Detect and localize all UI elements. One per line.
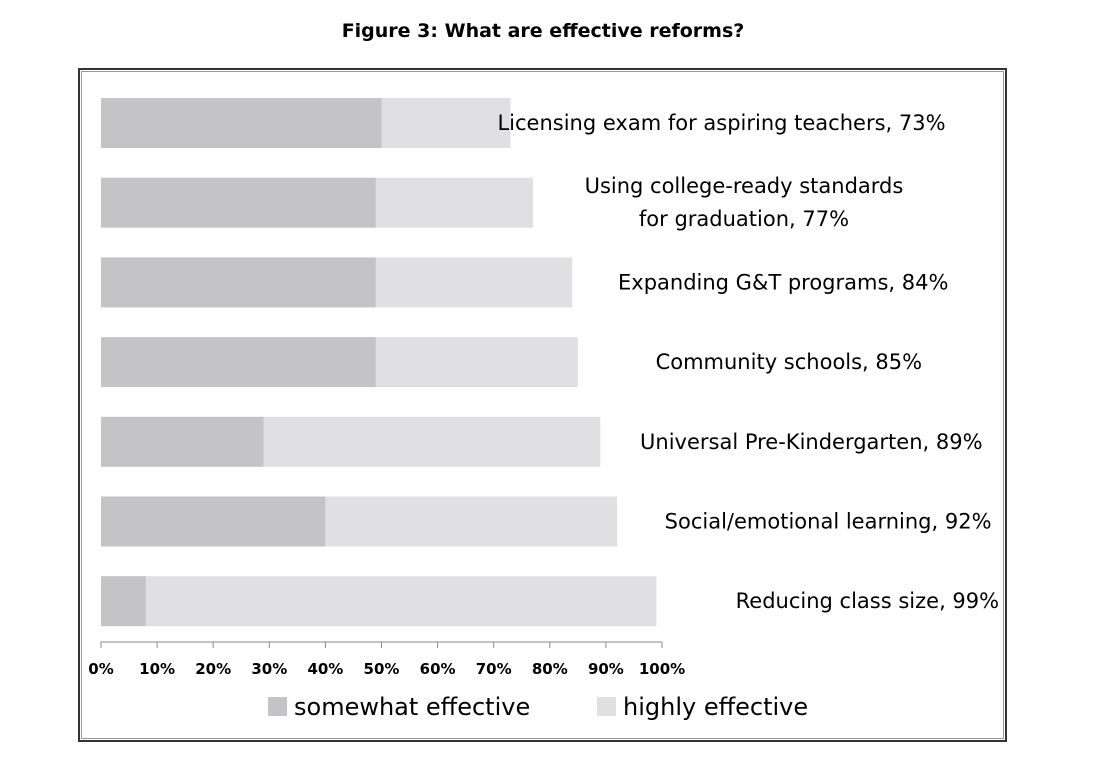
legend-swatch-somewhat xyxy=(268,697,287,716)
x-tick-label-6: 60% xyxy=(420,660,456,678)
x-tick-label-3: 30% xyxy=(251,660,287,678)
x-tick-label-8: 80% xyxy=(532,660,568,678)
bar-highly-5 xyxy=(325,496,618,547)
x-tick-label-7: 70% xyxy=(476,660,512,678)
category-label-4: Universal Pre-Kindergarten, 89% xyxy=(640,430,983,454)
category-label-6: Reducing class size, 99% xyxy=(736,589,999,613)
bar-highly-0 xyxy=(381,98,511,148)
x-tick-label-5: 50% xyxy=(364,660,400,678)
x-tick-label-0: 0% xyxy=(88,660,113,678)
bar-highly-6 xyxy=(145,576,657,627)
bar-highly-4 xyxy=(263,416,601,467)
legend-swatch-highly xyxy=(597,697,616,716)
bar-somewhat-6 xyxy=(101,576,146,627)
chart-title: Figure 3: What are effective reforms? xyxy=(341,20,745,42)
category-label-0: Licensing exam for aspiring teachers, 73… xyxy=(497,111,945,135)
bar-highly-3 xyxy=(375,337,578,388)
category-label-3: Community schools, 85% xyxy=(656,350,923,374)
x-tick-label-4: 40% xyxy=(307,660,343,678)
category-label-1-0: Using college-ready standards xyxy=(585,174,904,198)
bar-highly-1 xyxy=(375,177,533,228)
bar-somewhat-2 xyxy=(101,257,376,308)
bar-somewhat-3 xyxy=(101,337,376,388)
chart-frame xyxy=(78,68,1007,742)
bar-somewhat-5 xyxy=(101,496,326,547)
category-label-5: Social/emotional learning, 92% xyxy=(665,510,992,534)
legend-label-somewhat: somewhat effective xyxy=(294,693,530,721)
x-tick-label-9: 90% xyxy=(588,660,624,678)
x-tick-label-2: 20% xyxy=(195,660,231,678)
x-tick-label-1: 10% xyxy=(139,660,175,678)
bar-somewhat-0 xyxy=(101,98,382,148)
bar-somewhat-4 xyxy=(101,416,264,467)
x-tick-label-10: 100% xyxy=(639,660,685,678)
category-label-1-1: for graduation, 77% xyxy=(639,207,849,231)
bar-somewhat-1 xyxy=(101,177,376,228)
legend-label-highly: highly effective xyxy=(623,693,808,721)
bar-highly-2 xyxy=(375,257,573,308)
category-label-2: Expanding G&T programs, 84% xyxy=(618,270,948,294)
